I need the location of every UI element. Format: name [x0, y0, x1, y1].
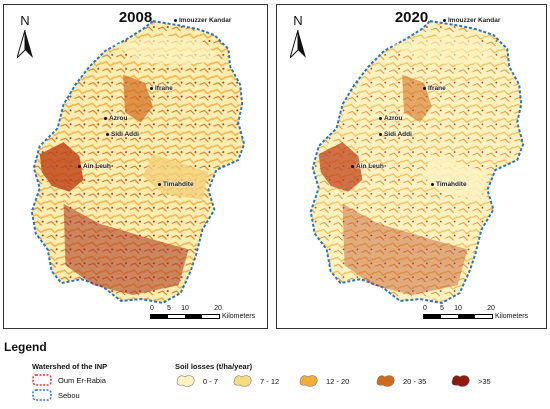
blob-swatch-icon — [233, 375, 252, 387]
blob-swatch-icon — [299, 375, 318, 387]
map-panel-2008: 2008 N Imouzzer Kandar Ifrane Azrou Sidi… — [3, 4, 268, 329]
map-year-2008: 2008 — [118, 9, 153, 26]
map-panel-2020: 2020 N Imouzzer Kandar Ifrane Azrou Sidi… — [276, 4, 547, 329]
place-ain-leuh: Ain Leuh — [78, 163, 111, 170]
place-azrou: Azrou — [104, 115, 127, 122]
dashed-swatch-icon — [32, 374, 52, 386]
north-label: N — [293, 13, 303, 28]
map-year-2020: 2020 — [394, 9, 429, 26]
north-arrow: N — [14, 13, 36, 59]
legend-soil-20-35: 20 - 35 — [375, 374, 426, 388]
scale-units: Kilometers — [495, 313, 529, 320]
dashed-swatch-icon — [32, 389, 52, 401]
north-label: N — [20, 13, 30, 28]
legend-item-oum-er-rabia: Oum Er-Rabia — [32, 374, 106, 386]
soil-loss-map-2020 — [309, 20, 525, 305]
place-azrou: Azrou — [379, 115, 402, 122]
soil-legend-title: Soil losses (t/ha/year) — [175, 362, 253, 371]
place-timahdite: Timahdite — [431, 181, 467, 188]
scale-units: Kilometers — [222, 313, 256, 320]
watershed-outline — [309, 20, 525, 305]
watershed-legend-title: Watershed of the INP — [32, 362, 108, 371]
place-ifrane: Ifrane — [423, 85, 446, 92]
place-timahdite: Timahdite — [158, 181, 194, 188]
place-sidi-addi: Sidi Addi — [379, 131, 412, 138]
blob-swatch-icon — [176, 375, 195, 387]
blob-swatch-icon — [451, 375, 470, 387]
legend-title: Legend — [4, 340, 47, 354]
north-arrow-icon — [17, 30, 33, 58]
north-arrow: N — [287, 13, 309, 59]
legend-soil-0-7: 0 - 7 — [175, 374, 218, 388]
place-imouzzer-kandar: Imouzzer Kandar — [443, 17, 500, 24]
place-sidi-addi: Sidi Addi — [106, 131, 139, 138]
place-imouzzer-kandar: Imouzzer Kandar — [174, 17, 231, 24]
legend-item-sebou: Sebou — [32, 389, 80, 401]
blob-swatch-icon — [376, 375, 395, 387]
legend-soil-gt-35: >35 — [450, 374, 491, 388]
soil-loss-map-2008 — [30, 20, 246, 305]
place-ain-leuh: Ain Leuh — [351, 163, 384, 170]
north-arrow-icon — [290, 30, 306, 58]
legend-soil-7-12: 7 - 12 — [232, 374, 279, 388]
legend-soil-12-20: 12 - 20 — [298, 374, 349, 388]
place-ifrane: Ifrane — [150, 85, 173, 92]
